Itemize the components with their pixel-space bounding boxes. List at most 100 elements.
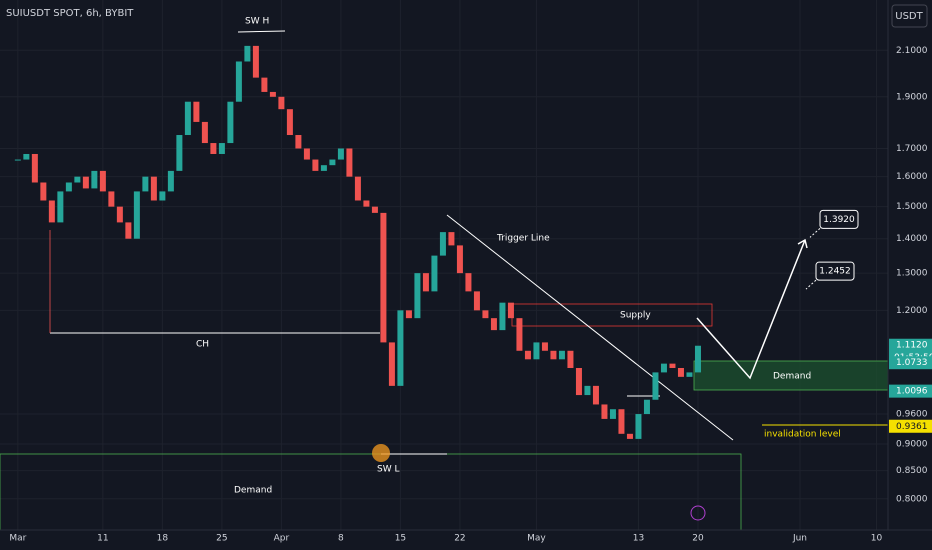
invalidation-label: invalidation level <box>764 430 841 440</box>
candle <box>635 414 642 439</box>
candle <box>159 191 166 201</box>
arrow-head <box>797 238 808 249</box>
candle <box>626 433 633 439</box>
price-badge <box>889 384 932 398</box>
candle <box>295 135 302 149</box>
sw-low-marker <box>372 444 390 462</box>
candle <box>550 350 557 360</box>
x-tick-label: May <box>527 534 546 544</box>
candle <box>218 143 225 154</box>
price-badge-label: 1.0096 <box>896 387 928 397</box>
candle <box>312 159 319 171</box>
candle <box>388 342 395 386</box>
currency-button[interactable] <box>891 4 928 28</box>
candle <box>184 101 191 136</box>
candle <box>133 191 140 239</box>
candle <box>329 159 336 166</box>
candle <box>176 135 183 171</box>
candle <box>167 170 174 192</box>
candle <box>31 153 38 183</box>
y-tick-label: 0.9000 <box>896 440 928 450</box>
x-tick-label: 8 <box>338 534 344 544</box>
x-tick-label: 20 <box>692 534 704 544</box>
candle <box>643 399 650 415</box>
candle <box>601 404 608 419</box>
candle <box>397 310 404 386</box>
candle <box>465 273 472 292</box>
candle <box>541 342 548 351</box>
candle <box>490 318 497 331</box>
candle <box>618 409 625 434</box>
y-tick-label: 0.8000 <box>896 494 928 504</box>
candle <box>694 345 701 373</box>
candle <box>244 45 251 62</box>
sw-low-label: SW L <box>377 465 400 475</box>
candle <box>448 232 455 246</box>
trigger-label: Trigger Line <box>496 234 550 244</box>
candle <box>261 77 268 92</box>
y-tick-label: 1.7000 <box>896 144 928 154</box>
y-tick-label: 0.8500 <box>896 466 928 476</box>
candle <box>303 148 310 160</box>
candle <box>286 109 293 136</box>
grid <box>0 0 888 530</box>
candle <box>516 318 523 351</box>
x-tick-label: Apr <box>274 534 290 544</box>
candle <box>99 170 106 192</box>
candle <box>82 176 89 189</box>
candle <box>48 200 55 223</box>
y-tick-label: 0.9600 <box>896 410 928 420</box>
candle <box>652 372 659 400</box>
candle <box>252 45 259 78</box>
candle <box>210 143 217 154</box>
event-icon <box>690 505 706 521</box>
y-tick-label: 1.6000 <box>896 172 928 182</box>
candle <box>235 61 242 102</box>
candle <box>677 367 684 377</box>
candle <box>150 176 157 201</box>
candle <box>40 182 47 201</box>
price-badge-label: 1.1120 <box>896 341 928 351</box>
target-label: 1.3920 <box>823 215 855 225</box>
price-badge-label: 1.0733 <box>896 358 928 368</box>
trigger-line <box>446 214 734 441</box>
projection-arrow <box>696 239 806 380</box>
candle <box>371 206 378 213</box>
candle <box>142 176 149 192</box>
sw-high-line <box>237 30 286 33</box>
candle <box>567 350 574 368</box>
candle <box>23 153 30 160</box>
candle <box>354 176 361 201</box>
price-badge <box>889 419 932 433</box>
y-tick-label: 1.2000 <box>896 306 928 316</box>
price-badge-label: 0.9361 <box>896 422 928 432</box>
candle <box>533 342 540 360</box>
candle <box>14 159 21 161</box>
candle <box>380 212 387 343</box>
candle <box>482 310 489 319</box>
candle <box>320 165 327 171</box>
candle <box>524 350 531 360</box>
price-badge <box>889 356 932 370</box>
candle <box>609 409 616 419</box>
candle <box>74 176 81 183</box>
candle <box>337 148 344 160</box>
candle <box>108 191 115 207</box>
x-tick-label: Mar <box>9 534 26 544</box>
chart-title: SUIUSDT SPOT, 6h, BYBIT <box>6 8 134 19</box>
y-tick-label: 1.4000 <box>896 234 928 244</box>
x-tick-label: 10 <box>871 534 883 544</box>
candle <box>65 182 72 192</box>
target-box <box>819 209 859 229</box>
candle <box>431 255 438 292</box>
candle <box>91 170 98 189</box>
x-tick-label: 15 <box>395 534 406 544</box>
currency[interactable]: USDT <box>895 11 923 22</box>
candle <box>507 302 514 319</box>
candle <box>473 291 480 311</box>
candle <box>227 101 234 144</box>
demand-low-label: Demand <box>234 486 272 496</box>
candle <box>405 310 412 319</box>
